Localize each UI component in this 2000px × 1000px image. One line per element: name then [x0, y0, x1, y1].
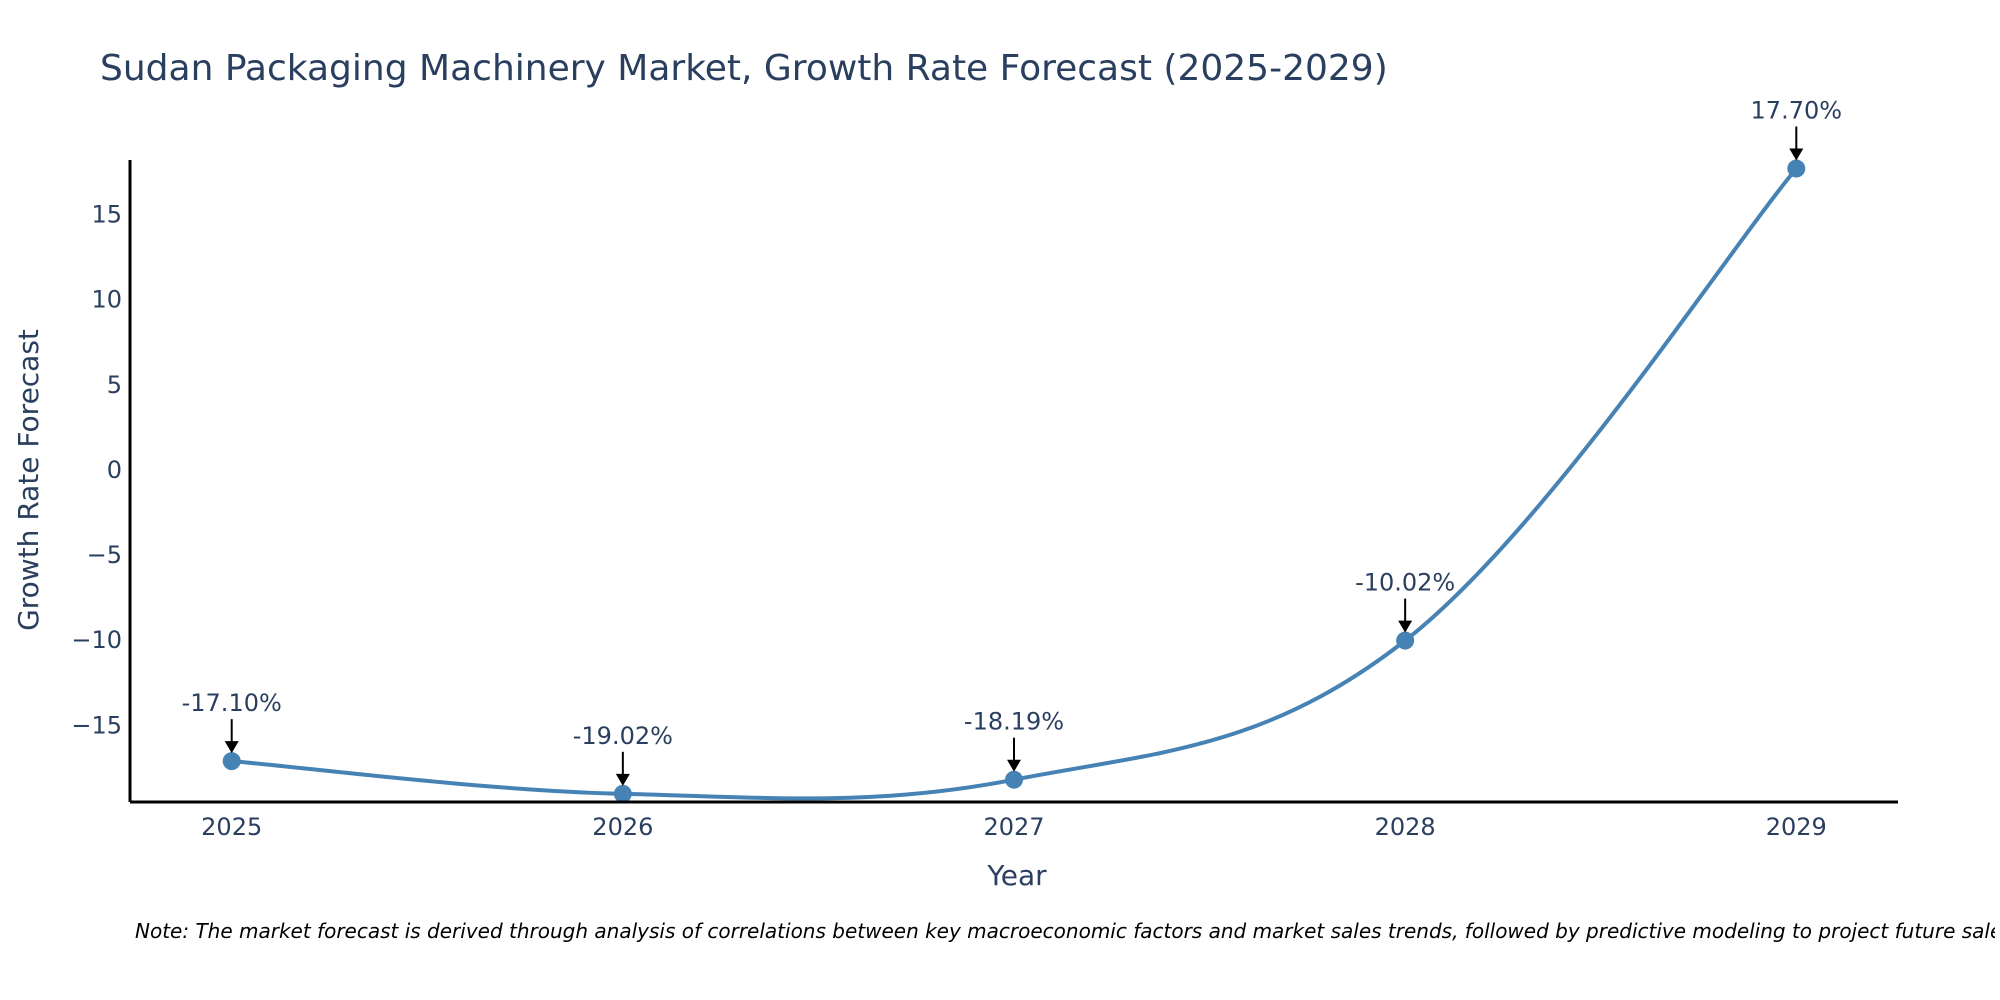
data-points [222, 159, 1806, 803]
annotation-arrowhead [224, 741, 239, 754]
x-ticks: 2025 2026 2027 2028 2029 [201, 813, 1827, 841]
series-line [231, 167, 1798, 801]
footnote: Note: The market forecast is derived thr… [135, 919, 1995, 943]
y-tick-label: 10 [91, 286, 122, 314]
data-point [1396, 631, 1415, 650]
data-point [613, 784, 632, 803]
data-point [1005, 770, 1023, 789]
data-point [1787, 159, 1806, 178]
data-labels: -17.10% -19.02% -18.19% -10.02% 17.70% [182, 97, 1842, 750]
annotation-arrowhead [615, 773, 630, 786]
y-tick-label: 5 [107, 371, 122, 399]
data-label: -19.02% [573, 722, 673, 750]
y-tick-label: 15 [91, 200, 122, 228]
data-arrows [224, 126, 1804, 786]
data-label: -10.02% [1355, 569, 1455, 597]
x-tick-label: 2026 [592, 813, 653, 841]
data-label: 17.70% [1751, 97, 1843, 125]
x-tick-label: 2025 [201, 813, 262, 841]
y-tick-label: −15 [71, 711, 122, 739]
x-tick-label: 2027 [983, 813, 1044, 841]
chart-title: Sudan Packaging Machinery Market, Growth… [100, 48, 1388, 89]
y-tick-label: 0 [107, 456, 122, 484]
x-tick-label: 2028 [1375, 813, 1436, 841]
y-tick-label: −5 [87, 541, 122, 569]
y-ticks: −15 −10 −5 0 5 10 15 [71, 200, 122, 739]
annotation-arrowhead [1789, 148, 1804, 161]
annotation-arrowhead [1007, 759, 1021, 772]
y-tick-label: −10 [71, 626, 122, 654]
data-label: -17.10% [182, 689, 282, 717]
data-point [222, 752, 241, 771]
annotation-arrowhead [1398, 620, 1413, 633]
data-label: -18.19% [964, 708, 1064, 736]
y-axis-label: Growth Rate Forecast [12, 329, 45, 631]
x-tick-label: 2029 [1766, 813, 1827, 841]
x-axis-label: Year [986, 859, 1047, 892]
